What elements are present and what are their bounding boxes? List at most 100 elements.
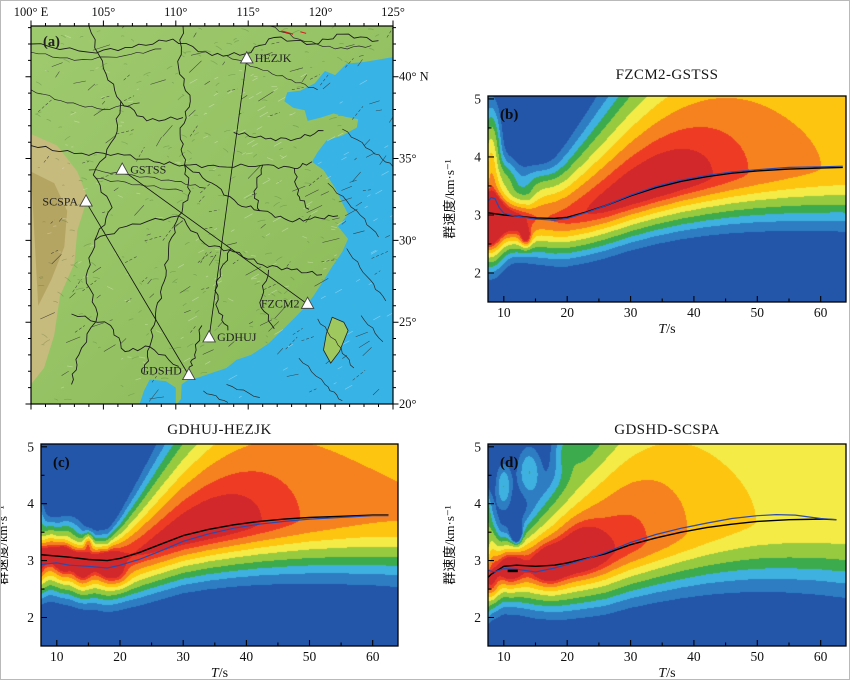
x-tick-label: 10	[497, 305, 511, 320]
panel-c-chart: GDHUJ-HEZJK 10 20 30 40 50 60 5 4 3 2 T/s 群速度/km·s⁻…	[1, 409, 421, 680]
y-tick-label: 2	[474, 610, 481, 625]
province-border	[253, 164, 264, 212]
fault-line	[360, 315, 384, 343]
sea-texture	[177, 73, 393, 399]
fault-line	[346, 248, 387, 302]
axis-ticks	[41, 446, 374, 646]
x-tick-label: 60	[814, 305, 828, 320]
x-tick-label: 40	[687, 305, 701, 320]
province-border	[259, 269, 275, 329]
map-lon-tick-label: 125°	[381, 5, 405, 19]
panel-d-chart: GDSHD-SCSPA 10 20 30 40 50 60 5 4 3 2 T/s 群速度/km·s⁻…	[431, 409, 849, 679]
dispersion-heatmap-b	[488, 96, 846, 302]
y-tick-label: 3	[474, 207, 481, 222]
fault-line	[269, 26, 372, 50]
province-border	[31, 33, 379, 57]
x-tick-label: 40	[687, 649, 701, 664]
station-triangle	[181, 367, 196, 381]
map-lon-tick-label: 120°	[309, 5, 333, 19]
map-lat-tick-label: 20°	[399, 397, 417, 411]
province-border	[184, 164, 339, 223]
panel-letter-a: (a)	[43, 34, 60, 50]
fault-line	[226, 384, 260, 398]
fault-line	[298, 357, 343, 402]
map-content: HEZJK GSTSS SCSPA FZCM2 GDHUJ GDSHD (a)	[31, 26, 393, 404]
y-tick-label: 3	[474, 553, 481, 568]
blue_curve	[488, 165, 843, 221]
province-border	[120, 101, 184, 122]
map-lat-tick-label: 30°	[399, 233, 417, 247]
y-axis-label: 群速度/km·s⁻¹	[442, 505, 457, 584]
chart-title-d: GDSHD-SCSPA	[614, 422, 720, 438]
station-triangle	[239, 50, 254, 64]
map-lon-tick-label: 115°	[237, 5, 260, 19]
x-tick-label: 20	[113, 649, 127, 664]
map-ticks	[25, 20, 399, 410]
interstation-path	[121, 169, 308, 305]
x-axis-label: T/s	[211, 666, 228, 680]
dispersion-heatmap-d	[488, 444, 846, 646]
fault-line	[327, 182, 379, 238]
panel-letter: (c)	[53, 455, 70, 471]
x-tick-label: 60	[366, 649, 380, 664]
black_curve	[41, 514, 389, 562]
map-lat-tick-label: 25°	[399, 315, 417, 329]
station-label: SCSPA	[42, 194, 78, 208]
fault-line	[317, 318, 355, 369]
fault-line	[31, 48, 162, 61]
province-border	[214, 248, 232, 331]
fault-line	[88, 169, 205, 189]
panel-letter: (b)	[500, 107, 518, 123]
panel-b-chart: FZCM2-GSTSS 10 20 30 40 50 60 5 4 3 2 T/s 群速度/km·s⁻…	[431, 61, 849, 361]
y-axis-label: 群速度/km·s⁻¹	[442, 159, 457, 238]
panel-a-map: HEZJK GSTSS SCSPA FZCM2 GDHUJ GDSHD (a) 100° E 1…	[1, 1, 429, 421]
station-label: GSTSS	[130, 163, 166, 177]
station-label: FZCM2	[261, 297, 300, 311]
axis-ticks	[488, 446, 822, 646]
station-triangle	[115, 162, 130, 175]
province-border	[94, 215, 323, 276]
chart-axes-d: 10 20 30 40 50 60 5 4 3 2 T/s 群速度/km·s⁻¹ (d)	[442, 439, 847, 679]
fault-line	[31, 89, 140, 110]
province-border	[188, 325, 203, 370]
x-tick-label: 50	[751, 305, 765, 320]
plot-frame	[487, 443, 847, 647]
black_curve	[488, 518, 837, 579]
x-tick-label: 20	[560, 649, 574, 664]
y-tick-label: 5	[27, 439, 34, 454]
x-tick-label: 60	[814, 649, 828, 664]
station-label: GDSHD	[140, 363, 182, 377]
curves-group	[488, 165, 843, 221]
province-border	[71, 313, 179, 367]
chart-axes-b: 10 20 30 40 50 60 5 4 3 2 T/s 群速度/km·s⁻¹ (b)	[442, 91, 847, 337]
y-tick-label: 5	[474, 439, 481, 454]
station-label: HEZJK	[255, 51, 292, 65]
y-axis-label: 群速度/km·s⁻¹	[1, 505, 10, 584]
blue_curve	[488, 514, 837, 573]
x-tick-label: 20	[560, 305, 574, 320]
province-border	[294, 168, 310, 210]
dispersion-heatmap-c	[41, 444, 398, 646]
fault-segments	[40, 32, 393, 402]
plot-frame	[487, 95, 847, 303]
chart-title-b: FZCM2-GSTSS	[615, 67, 719, 83]
y-tick-label: 2	[27, 610, 34, 625]
fault-line	[203, 390, 229, 403]
x-tick-label: 10	[50, 649, 64, 664]
y-tick-label: 4	[474, 149, 481, 164]
y-tick-label: 3	[27, 553, 34, 568]
x-tick-label: 30	[176, 649, 190, 664]
map-lat-tick-label: 35°	[399, 152, 417, 166]
station-triangle	[202, 329, 217, 343]
x-tick-label: 40	[240, 649, 254, 664]
black_curve	[488, 166, 843, 220]
plot-frame	[40, 443, 399, 647]
station-label: GDHUJ	[217, 330, 257, 344]
map-frame	[30, 25, 394, 405]
chart-axes-c: 10 20 30 40 50 60 5 4 3 2 T/s 群速度/km·s⁻¹ (c)	[1, 439, 399, 680]
curves-group	[488, 514, 837, 579]
panel-letter: (d)	[500, 455, 518, 471]
province-border	[233, 130, 324, 142]
curves-group	[41, 514, 389, 569]
